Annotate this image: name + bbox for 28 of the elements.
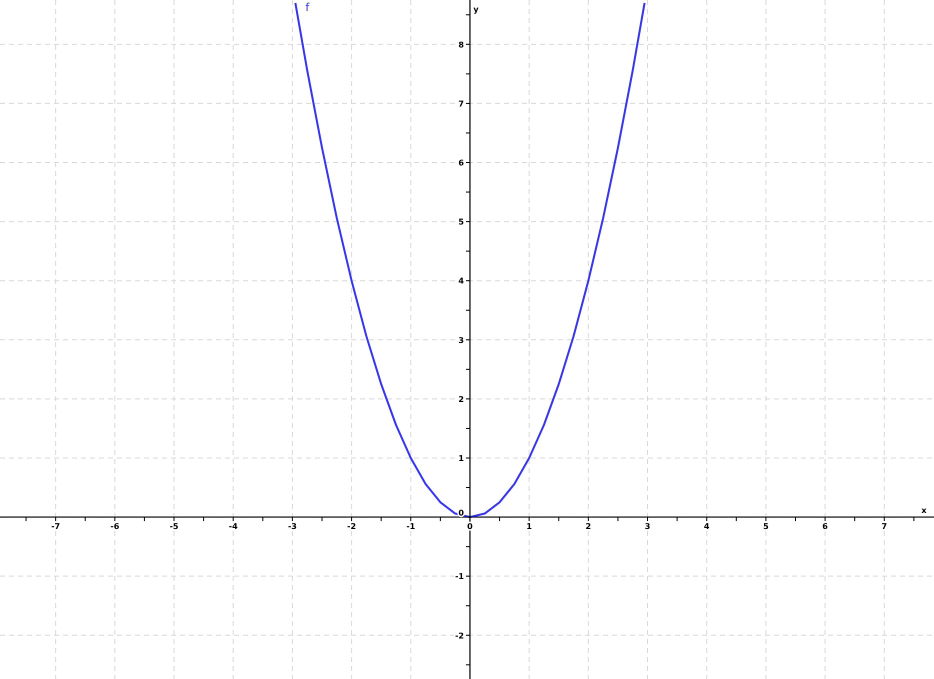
x-tick-label: 5 bbox=[763, 522, 770, 532]
x-tick-label: 7 bbox=[881, 522, 888, 532]
y-tick-label: 1 bbox=[458, 454, 464, 463]
series-label: f bbox=[305, 0, 310, 14]
x-tick-label: 1 bbox=[526, 522, 532, 532]
y-tick-label: -2 bbox=[455, 631, 464, 640]
x-tick-label: 4 bbox=[704, 522, 710, 532]
x-tick-label: -5 bbox=[170, 522, 179, 532]
y-tick-label: 5 bbox=[458, 218, 464, 227]
y-tick-label: 3 bbox=[458, 336, 464, 345]
y-tick-label: 6 bbox=[458, 158, 464, 168]
x-tick-label: 6 bbox=[822, 522, 828, 532]
x-tick-label: -6 bbox=[110, 522, 120, 532]
x-tick-label: -2 bbox=[347, 522, 356, 532]
line-series bbox=[294, 2, 646, 518]
y-tick-label: -1 bbox=[455, 572, 464, 582]
y-tick-label: 8 bbox=[458, 40, 464, 50]
y-axis-title: y bbox=[473, 5, 480, 14]
x-tick-label: -3 bbox=[288, 522, 297, 532]
x-axis-title: x bbox=[921, 506, 928, 516]
x-tick-label: 3 bbox=[644, 522, 650, 532]
x-tick-label: -4 bbox=[228, 522, 238, 532]
y-tick-label: 2 bbox=[458, 394, 464, 404]
x-tick-label: -7 bbox=[51, 522, 60, 532]
y-tick-label: 7 bbox=[458, 99, 464, 108]
x-tick-label: -1 bbox=[406, 522, 416, 532]
x-tick-label: 2 bbox=[586, 522, 592, 532]
y-tick-label: 4 bbox=[458, 276, 464, 286]
